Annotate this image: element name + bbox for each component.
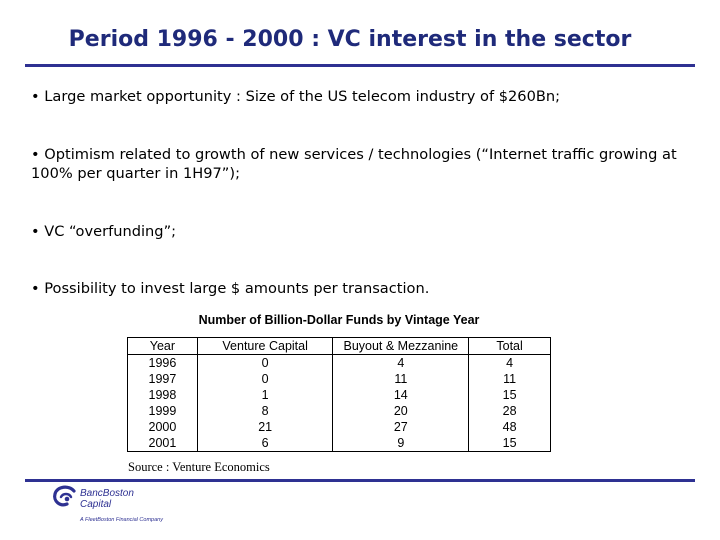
table-row: 2001 6 9 15 <box>127 435 551 452</box>
cell-year: 1998 <box>127 387 198 403</box>
bullet-market-opportunity: • Large market opportunity : Size of the… <box>31 88 561 105</box>
slide-title: Period 1996 - 2000 : VC interest in the … <box>68 27 632 52</box>
logo-tagline: A FleetBoston Financial Company <box>80 517 163 523</box>
top-divider <box>25 64 695 67</box>
header-total: Total <box>468 337 551 355</box>
table-row: 2000 21 27 48 <box>127 419 551 435</box>
cell-total: 28 <box>468 403 551 419</box>
swoosh-logo-icon <box>53 485 76 507</box>
cell-year: 1996 <box>127 354 198 371</box>
cell-venture-capital: 1 <box>196 387 334 403</box>
cell-buyout-mezzanine: 27 <box>332 419 470 435</box>
source-note: Source : Venture Economics <box>128 460 270 474</box>
cell-buyout-mezzanine: 20 <box>332 403 470 419</box>
table-row: 1999 8 20 28 <box>127 403 551 419</box>
cell-year: 1999 <box>127 403 198 419</box>
bullet-vc-overfunding: • VC “overfunding”; <box>31 223 177 240</box>
logo-wordmark: BancBoston Capital <box>80 488 134 510</box>
cell-venture-capital: 6 <box>196 435 334 452</box>
table-header-row: Year Venture Capital Buyout & Mezzanine … <box>127 337 551 355</box>
cell-total: 48 <box>468 419 551 435</box>
cell-venture-capital: 0 <box>196 371 334 387</box>
cell-year: 1997 <box>127 371 198 387</box>
cell-venture-capital: 21 <box>196 419 334 435</box>
header-year: Year <box>127 337 198 355</box>
cell-total: 15 <box>468 435 551 452</box>
header-venture-capital: Venture Capital <box>196 337 334 355</box>
cell-buyout-mezzanine: 11 <box>332 371 470 387</box>
cell-venture-capital: 0 <box>196 354 334 371</box>
table-row: 1997 0 11 11 <box>127 371 551 387</box>
cell-buyout-mezzanine: 4 <box>332 354 470 371</box>
cell-buyout-mezzanine: 9 <box>332 435 470 452</box>
bullet-optimism-growth: • Optimism related to growth of new serv… <box>31 146 677 182</box>
cell-total: 4 <box>468 354 551 371</box>
cell-buyout-mezzanine: 14 <box>332 387 470 403</box>
cell-year: 2001 <box>127 435 198 452</box>
header-buyout-mezzanine: Buyout & Mezzanine <box>332 337 470 355</box>
funds-table: Year Venture Capital Buyout & Mezzanine … <box>127 337 551 452</box>
cell-total: 11 <box>468 371 551 387</box>
bullet-large-investments: • Possibility to invest large $ amounts … <box>31 280 430 297</box>
bancboston-logo: BancBoston Capital A FleetBoston Financi… <box>52 483 212 531</box>
cell-total: 15 <box>468 387 551 403</box>
logo-line-1: BancBoston <box>80 488 134 499</box>
table-row: 1996 0 4 4 <box>127 354 551 371</box>
cell-year: 2000 <box>127 419 198 435</box>
table-row: 1998 1 14 15 <box>127 387 551 403</box>
cell-venture-capital: 8 <box>196 403 334 419</box>
table-title: Number of Billion-Dollar Funds by Vintag… <box>198 313 480 327</box>
bottom-divider <box>25 479 695 482</box>
logo-line-2: Capital <box>80 499 112 510</box>
